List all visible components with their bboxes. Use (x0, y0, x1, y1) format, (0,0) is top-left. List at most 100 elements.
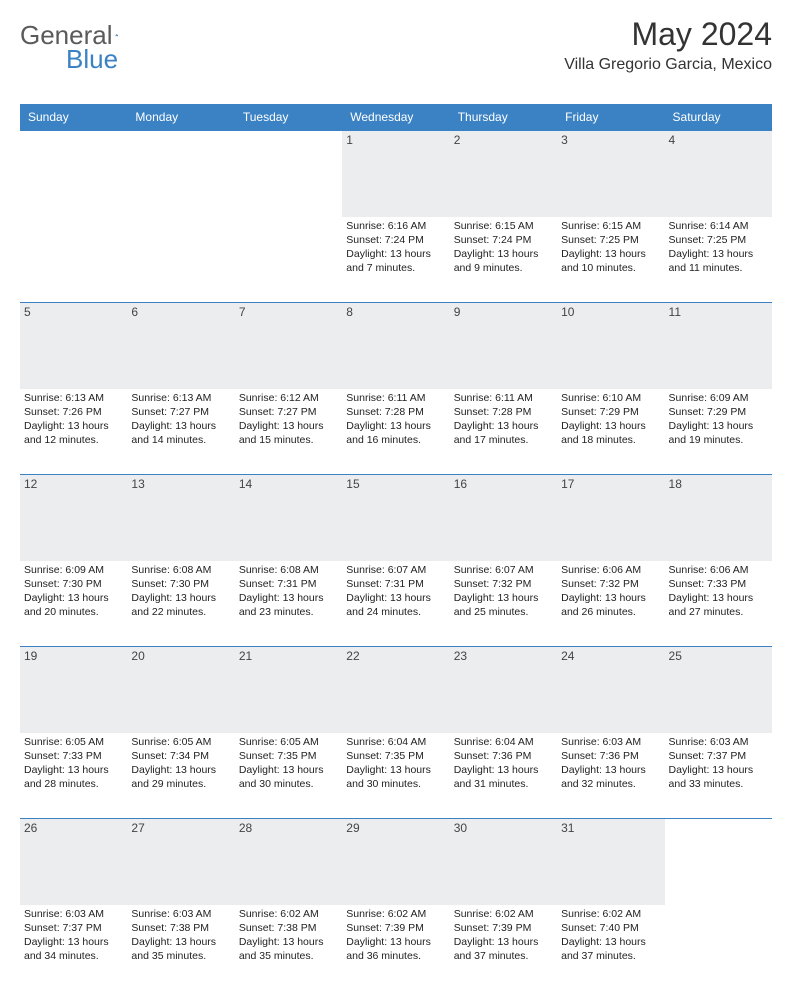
daylight-line: Daylight: 13 hours and 26 minutes. (561, 591, 660, 619)
day-cell (665, 905, 772, 991)
sunrise-line: Sunrise: 6:02 AM (239, 907, 338, 921)
day-number: 7 (235, 303, 342, 389)
sunrise-line: Sunrise: 6:05 AM (24, 735, 123, 749)
daylight-line: Daylight: 13 hours and 16 minutes. (346, 419, 445, 447)
day-cell: Sunrise: 6:06 AMSunset: 7:32 PMDaylight:… (557, 561, 664, 647)
day-cell: Sunrise: 6:09 AMSunset: 7:30 PMDaylight:… (20, 561, 127, 647)
day-cell: Sunrise: 6:14 AMSunset: 7:25 PMDaylight:… (665, 217, 772, 303)
sunrise-line: Sunrise: 6:15 AM (454, 219, 553, 233)
daynum-row: 1234 (20, 131, 772, 217)
sunrise-line: Sunrise: 6:04 AM (346, 735, 445, 749)
daynum-row: 12131415161718 (20, 475, 772, 561)
day-number: 8 (342, 303, 449, 389)
sunset-line: Sunset: 7:27 PM (131, 405, 230, 419)
day-cell: Sunrise: 6:16 AMSunset: 7:24 PMDaylight:… (342, 217, 449, 303)
sunset-line: Sunset: 7:35 PM (346, 749, 445, 763)
sunset-line: Sunset: 7:24 PM (346, 233, 445, 247)
sunset-line: Sunset: 7:31 PM (239, 577, 338, 591)
location-subtitle: Villa Gregorio Garcia, Mexico (564, 56, 772, 74)
sunrise-line: Sunrise: 6:04 AM (454, 735, 553, 749)
sunset-line: Sunset: 7:30 PM (24, 577, 123, 591)
day-number: 2 (450, 131, 557, 217)
daylight-line: Daylight: 13 hours and 35 minutes. (239, 935, 338, 963)
day-number: 9 (450, 303, 557, 389)
day-cell: Sunrise: 6:02 AMSunset: 7:38 PMDaylight:… (235, 905, 342, 991)
sunset-line: Sunset: 7:25 PM (669, 233, 768, 247)
day-number (127, 131, 234, 217)
day-cell: Sunrise: 6:03 AMSunset: 7:38 PMDaylight:… (127, 905, 234, 991)
sunrise-line: Sunrise: 6:03 AM (131, 907, 230, 921)
daylight-line: Daylight: 13 hours and 18 minutes. (561, 419, 660, 447)
sunset-line: Sunset: 7:39 PM (346, 921, 445, 935)
title-block: May 2024 Villa Gregorio Garcia, Mexico (564, 18, 772, 74)
day-cell: Sunrise: 6:12 AMSunset: 7:27 PMDaylight:… (235, 389, 342, 475)
sunset-line: Sunset: 7:28 PM (454, 405, 553, 419)
day-cell (20, 217, 127, 303)
month-title: May 2024 (564, 18, 772, 50)
day-data-row: Sunrise: 6:16 AMSunset: 7:24 PMDaylight:… (20, 217, 772, 303)
sunset-line: Sunset: 7:34 PM (131, 749, 230, 763)
daylight-line: Daylight: 13 hours and 22 minutes. (131, 591, 230, 619)
sunrise-line: Sunrise: 6:07 AM (454, 563, 553, 577)
day-number: 17 (557, 475, 664, 561)
sunset-line: Sunset: 7:29 PM (561, 405, 660, 419)
day-cell: Sunrise: 6:08 AMSunset: 7:31 PMDaylight:… (235, 561, 342, 647)
day-number: 16 (450, 475, 557, 561)
daylight-line: Daylight: 13 hours and 30 minutes. (239, 763, 338, 791)
header: General May 2024 Villa Gregorio Garcia, … (20, 18, 772, 74)
day-number: 14 (235, 475, 342, 561)
daylight-line: Daylight: 13 hours and 12 minutes. (24, 419, 123, 447)
sunrise-line: Sunrise: 6:13 AM (24, 391, 123, 405)
logo-sail-icon (115, 24, 118, 46)
day-number: 20 (127, 647, 234, 733)
sunset-line: Sunset: 7:33 PM (669, 577, 768, 591)
day-cell: Sunrise: 6:13 AMSunset: 7:27 PMDaylight:… (127, 389, 234, 475)
daylight-line: Daylight: 13 hours and 31 minutes. (454, 763, 553, 791)
sunrise-line: Sunrise: 6:09 AM (669, 391, 768, 405)
day-number: 5 (20, 303, 127, 389)
daylight-line: Daylight: 13 hours and 28 minutes. (24, 763, 123, 791)
sunrise-line: Sunrise: 6:03 AM (24, 907, 123, 921)
sunrise-line: Sunrise: 6:11 AM (454, 391, 553, 405)
sunset-line: Sunset: 7:37 PM (24, 921, 123, 935)
day-number: 18 (665, 475, 772, 561)
calendar-table: Sunday Monday Tuesday Wednesday Thursday… (20, 104, 772, 991)
day-number (235, 131, 342, 217)
daylight-line: Daylight: 13 hours and 29 minutes. (131, 763, 230, 791)
weekday-header: Monday (127, 104, 234, 131)
sunrise-line: Sunrise: 6:13 AM (131, 391, 230, 405)
day-cell: Sunrise: 6:03 AMSunset: 7:37 PMDaylight:… (665, 733, 772, 819)
daylight-line: Daylight: 13 hours and 24 minutes. (346, 591, 445, 619)
day-cell: Sunrise: 6:15 AMSunset: 7:24 PMDaylight:… (450, 217, 557, 303)
sunset-line: Sunset: 7:32 PM (454, 577, 553, 591)
daylight-line: Daylight: 13 hours and 23 minutes. (239, 591, 338, 619)
sunrise-line: Sunrise: 6:03 AM (669, 735, 768, 749)
weekday-header-row: Sunday Monday Tuesday Wednesday Thursday… (20, 104, 772, 131)
day-cell: Sunrise: 6:03 AMSunset: 7:37 PMDaylight:… (20, 905, 127, 991)
day-cell: Sunrise: 6:02 AMSunset: 7:40 PMDaylight:… (557, 905, 664, 991)
weekday-header: Wednesday (342, 104, 449, 131)
day-number: 25 (665, 647, 772, 733)
daylight-line: Daylight: 13 hours and 25 minutes. (454, 591, 553, 619)
sunset-line: Sunset: 7:38 PM (131, 921, 230, 935)
sunset-line: Sunset: 7:26 PM (24, 405, 123, 419)
daylight-line: Daylight: 13 hours and 32 minutes. (561, 763, 660, 791)
sunset-line: Sunset: 7:37 PM (669, 749, 768, 763)
day-number: 24 (557, 647, 664, 733)
weekday-header: Sunday (20, 104, 127, 131)
sunrise-line: Sunrise: 6:05 AM (239, 735, 338, 749)
daylight-line: Daylight: 13 hours and 36 minutes. (346, 935, 445, 963)
daylight-line: Daylight: 13 hours and 9 minutes. (454, 247, 553, 275)
sunrise-line: Sunrise: 6:05 AM (131, 735, 230, 749)
weekday-header: Tuesday (235, 104, 342, 131)
weekday-header: Thursday (450, 104, 557, 131)
sunrise-line: Sunrise: 6:08 AM (131, 563, 230, 577)
day-number: 10 (557, 303, 664, 389)
sunrise-line: Sunrise: 6:06 AM (669, 563, 768, 577)
day-data-row: Sunrise: 6:05 AMSunset: 7:33 PMDaylight:… (20, 733, 772, 819)
sunset-line: Sunset: 7:25 PM (561, 233, 660, 247)
day-cell: Sunrise: 6:06 AMSunset: 7:33 PMDaylight:… (665, 561, 772, 647)
daylight-line: Daylight: 13 hours and 7 minutes. (346, 247, 445, 275)
day-cell: Sunrise: 6:02 AMSunset: 7:39 PMDaylight:… (450, 905, 557, 991)
day-number (20, 131, 127, 217)
